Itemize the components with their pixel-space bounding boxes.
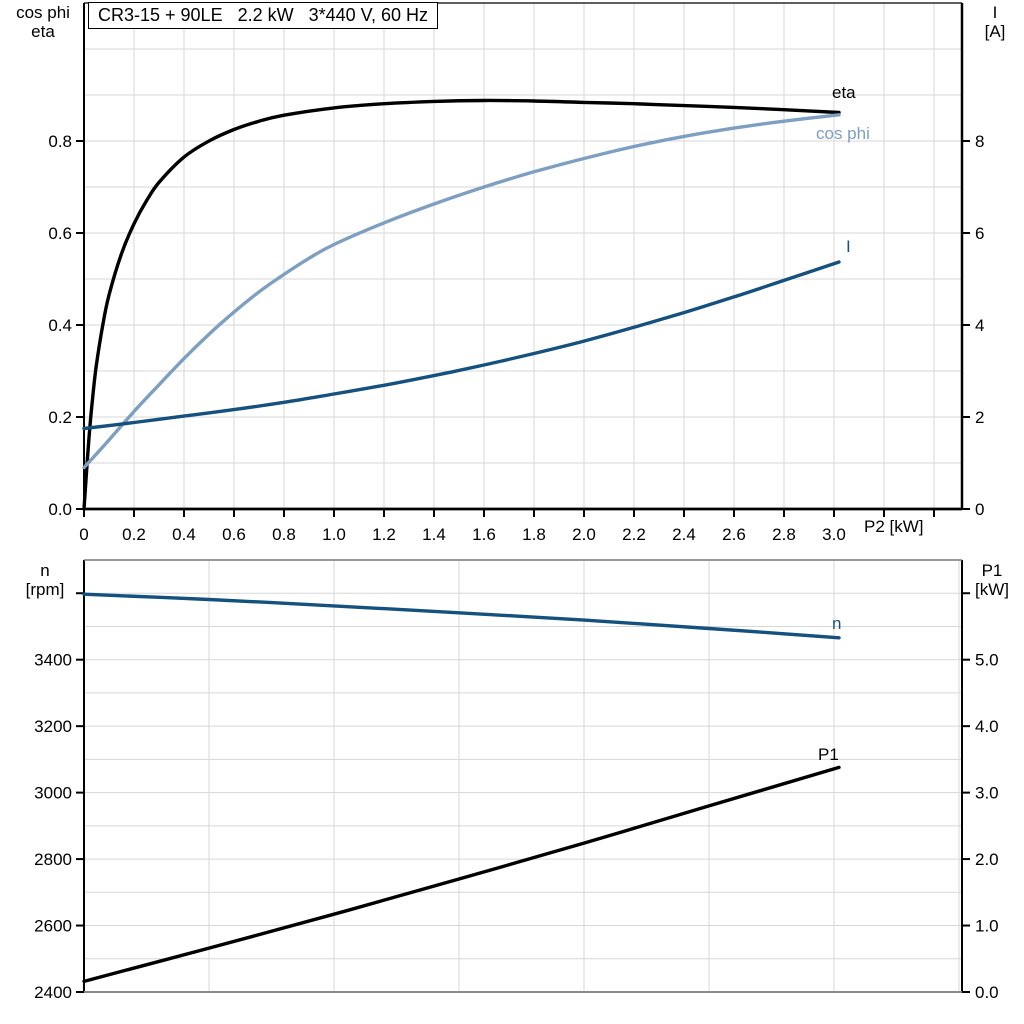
bottom-left-axis-header: n [rpm] xyxy=(8,561,82,599)
bottom-right-axis-header: P1 [kW] xyxy=(963,561,1021,599)
top-right-axis-name-line1: I xyxy=(992,3,998,22)
top-left-axis-name-line1: cos phi xyxy=(16,3,70,22)
curve-eta xyxy=(82,98,841,511)
left-tick-label: 0.4 xyxy=(48,316,72,335)
curve-label-n: n xyxy=(832,614,841,633)
left-tick-label: 3200 xyxy=(34,717,72,736)
x-tick-label: 0.4 xyxy=(172,525,196,544)
x-tick-label: 0.8 xyxy=(272,525,296,544)
right-tick-label: 5.0 xyxy=(975,651,999,670)
left-tick-label: 0.6 xyxy=(48,224,72,243)
x-tick-label: 1.2 xyxy=(372,525,396,544)
right-tick-label: 4.0 xyxy=(975,717,999,736)
right-tick-label: 8 xyxy=(975,132,984,151)
right-tick-label: 0 xyxy=(975,500,984,519)
left-tick-label: 0.2 xyxy=(48,408,72,427)
right-tick-label: 0.0 xyxy=(975,983,999,1002)
x-tick-label: 0.6 xyxy=(222,525,246,544)
curve-label-cos-phi: cos phi xyxy=(816,124,870,143)
right-tick-label: 3.0 xyxy=(975,784,999,803)
left-tick-label: 0.0 xyxy=(48,500,72,519)
top-right-axis-header: I [A] xyxy=(970,3,1020,41)
x-tick-label: 1.0 xyxy=(322,525,346,544)
bottom-right-axis-name-line1: P1 xyxy=(981,561,1003,580)
x-tick-label: 0 xyxy=(79,525,88,544)
top-left-axis-header: cos phi eta xyxy=(4,3,82,41)
curve-label-P1: P1 xyxy=(818,745,839,764)
left-tick-label: 2800 xyxy=(34,850,72,869)
x-tick-label: 1.6 xyxy=(472,525,496,544)
bottom-left-axis-name-line2: [rpm] xyxy=(25,580,65,599)
bottom-left-axis-name-line1: n xyxy=(40,561,50,580)
right-tick-label: 2 xyxy=(975,408,984,427)
x-tick-label: 2.6 xyxy=(722,525,746,544)
left-tick-label: 3400 xyxy=(34,651,72,670)
top-right-axis-name-line2: [A] xyxy=(984,22,1006,41)
x-tick-label: 2.4 xyxy=(672,525,696,544)
chart-title-box: CR3-15 + 90LE 2.2 kW 3*440 V, 60 Hz xyxy=(88,2,439,29)
x-tick-label: 1.4 xyxy=(422,525,446,544)
x-tick-label: 2.0 xyxy=(572,525,596,544)
x-tick-label: 2.8 xyxy=(772,525,796,544)
x-tick-label: 0.2 xyxy=(122,525,146,544)
right-tick-label: 4 xyxy=(975,316,984,335)
curve-cos-phi xyxy=(82,113,841,470)
top-left-axis-name-line2: eta xyxy=(31,22,55,41)
x-tick-label: 2.2 xyxy=(622,525,646,544)
curve-label-I: I xyxy=(846,237,851,256)
left-tick-label: 0.8 xyxy=(48,132,72,151)
curve-label-eta: eta xyxy=(832,83,856,102)
curve-P1 xyxy=(82,765,841,984)
left-tick-label: 2600 xyxy=(34,917,72,936)
x-axis-title: P2 [kW] xyxy=(864,517,924,536)
right-tick-label: 6 xyxy=(975,224,984,243)
x-tick-label: 3.0 xyxy=(822,525,846,544)
bottom-right-axis-name-line2: [kW] xyxy=(975,580,1009,599)
right-tick-label: 2.0 xyxy=(975,850,999,869)
left-tick-label: 3000 xyxy=(34,784,72,803)
x-tick-label: 1.8 xyxy=(522,525,546,544)
right-tick-label: 1.0 xyxy=(975,917,999,936)
curve-n xyxy=(82,592,841,640)
curve-I xyxy=(82,260,841,431)
left-tick-label: 2400 xyxy=(34,983,72,1002)
